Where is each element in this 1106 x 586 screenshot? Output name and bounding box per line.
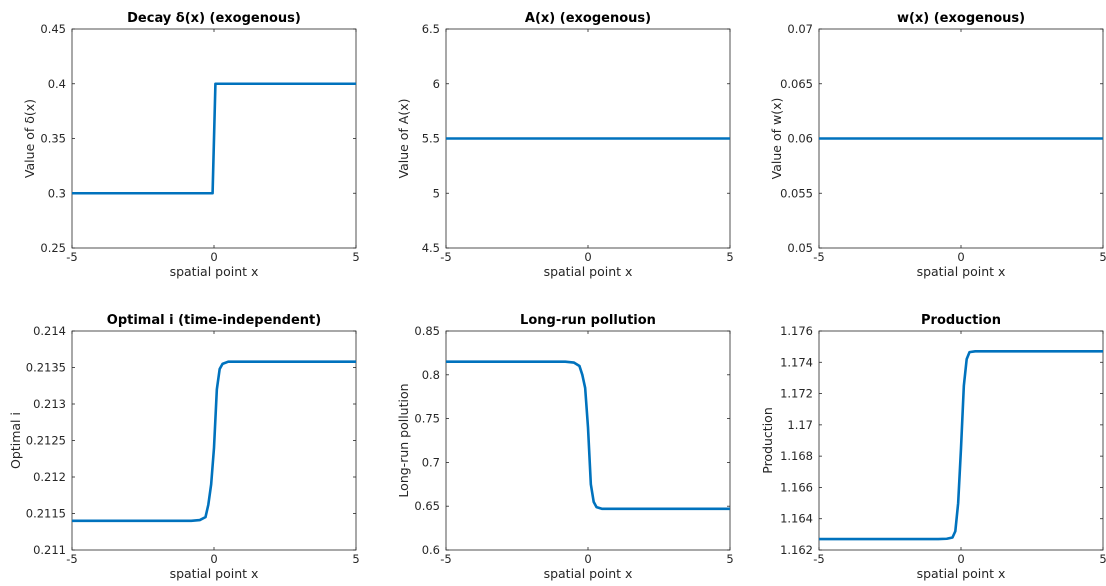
chart-title: w(x) (exogenous) <box>897 11 1025 26</box>
y-tick-label: 1.168 <box>780 449 813 463</box>
x-tick-label: -5 <box>440 250 451 264</box>
y-tick-label: 1.17 <box>787 418 813 432</box>
y-tick-label: 0.213 <box>33 397 66 411</box>
x-axis-label: spatial point x <box>917 566 1006 581</box>
x-tick-label: 0 <box>957 552 964 566</box>
chart-title: Optimal i (time-independent) <box>107 313 321 328</box>
y-axis-label: Value of w(x) <box>769 98 784 180</box>
x-tick-label: 0 <box>584 552 591 566</box>
y-axis-label: Value of A(x) <box>396 98 411 178</box>
y-tick-label: 6 <box>433 77 440 91</box>
y-tick-label: 0.4 <box>48 77 66 91</box>
x-axis-label: spatial point x <box>544 264 633 279</box>
x-tick-label: 5 <box>1099 552 1106 566</box>
x-tick-label: -5 <box>440 552 451 566</box>
chart-panel-2: -5 0 5 4.5 5 5.5 6 6.5 A(x) (exogenous) spatial p… <box>396 11 734 279</box>
x-axis-label: spatial point x <box>170 566 259 581</box>
y-tick-label: 1.172 <box>780 387 813 401</box>
y-tick-label: 0.06 <box>787 132 813 146</box>
y-tick-label: 0.45 <box>40 22 66 36</box>
y-axis-label: Optimal i <box>8 412 23 469</box>
y-tick-label: 1.164 <box>780 512 813 526</box>
x-axis-label: spatial point x <box>917 264 1006 279</box>
y-tick-label: 0.25 <box>40 241 66 255</box>
y-tick-label: 5.5 <box>422 132 440 146</box>
y-tick-label: 0.05 <box>787 241 813 255</box>
y-tick-label: 0.2115 <box>26 507 66 521</box>
x-axis-label: spatial point x <box>544 566 633 581</box>
x-axis-label: spatial point x <box>170 264 259 279</box>
x-tick-label: -5 <box>66 250 77 264</box>
data-line <box>819 350 1103 541</box>
y-tick-label: 0.75 <box>414 412 440 426</box>
y-tick-label: 1.176 <box>780 324 813 338</box>
y-tick-label: 5 <box>433 186 440 200</box>
x-tick-label: -5 <box>813 250 824 264</box>
y-tick-label: 0.35 <box>40 132 66 146</box>
y-tick-label: 0.3 <box>48 186 66 200</box>
x-tick-label: 5 <box>726 552 733 566</box>
x-tick-label: 5 <box>352 250 359 264</box>
y-tick-label: 0.2135 <box>26 361 66 375</box>
data-line <box>72 82 356 195</box>
x-tick-label: -5 <box>66 552 77 566</box>
x-tick-label: 0 <box>210 552 217 566</box>
y-tick-label: 1.166 <box>780 480 813 494</box>
chart-title: Long-run pollution <box>520 313 656 328</box>
y-tick-label: 0.6 <box>422 543 440 557</box>
y-tick-label: 1.162 <box>780 543 813 557</box>
chart-panel-6: -5 0 5 1.162 1.164 1.166 1.168 1.17 1.172 1.174 1.… <box>760 313 1106 581</box>
chart-title: Production <box>921 313 1001 328</box>
chart-title: Decay δ(x) (exogenous) <box>127 11 301 26</box>
y-tick-label: 0.212 <box>33 470 66 484</box>
y-tick-label: 0.65 <box>414 499 440 513</box>
x-tick-label: -5 <box>813 552 824 566</box>
x-tick-label: 0 <box>210 250 217 264</box>
x-tick-label: 5 <box>726 250 733 264</box>
chart-panel-3: -5 0 5 0.05 0.055 0.06 0.065 0.07 w(x) (exogenou… <box>769 11 1106 279</box>
x-tick-label: 5 <box>1099 250 1106 264</box>
y-tick-label: 0.8 <box>422 368 440 382</box>
y-tick-label: 0.214 <box>33 324 66 338</box>
y-tick-label: 0.055 <box>780 186 813 200</box>
x-tick-label: 0 <box>957 250 964 264</box>
y-tick-label: 1.174 <box>780 355 813 369</box>
y-tick-label: 4.5 <box>422 241 440 255</box>
y-tick-label: 0.2125 <box>26 434 66 448</box>
chart-panel-5: -5 0 5 0.6 0.65 0.7 0.75 0.8 0.85 Long-run pollut… <box>396 313 734 581</box>
y-tick-label: 0.07 <box>787 22 813 36</box>
y-axis-label: Value of δ(x) <box>22 99 37 178</box>
y-tick-label: 0.211 <box>33 543 66 557</box>
x-tick-label: 5 <box>352 552 359 566</box>
data-line <box>446 360 730 511</box>
chart-panel-4: -5 0 5 0.211 0.2115 0.212 0.2125 0.213 0.2135 0.2… <box>8 313 360 581</box>
y-tick-label: 0.7 <box>422 455 440 469</box>
chart-title: A(x) (exogenous) <box>525 11 651 26</box>
x-tick-label: 0 <box>584 250 591 264</box>
y-axis-label: Production <box>760 407 775 474</box>
data-line <box>72 360 356 523</box>
y-tick-label: 6.5 <box>422 22 440 36</box>
y-tick-label: 0.85 <box>414 324 440 338</box>
y-tick-label: 0.065 <box>780 77 813 91</box>
chart-panel-1: -5 0 5 0.25 0.3 0.35 0.4 0.45 Decay δ(x) (exogen… <box>22 11 360 279</box>
y-axis-label: Long-run pollution <box>396 383 411 497</box>
